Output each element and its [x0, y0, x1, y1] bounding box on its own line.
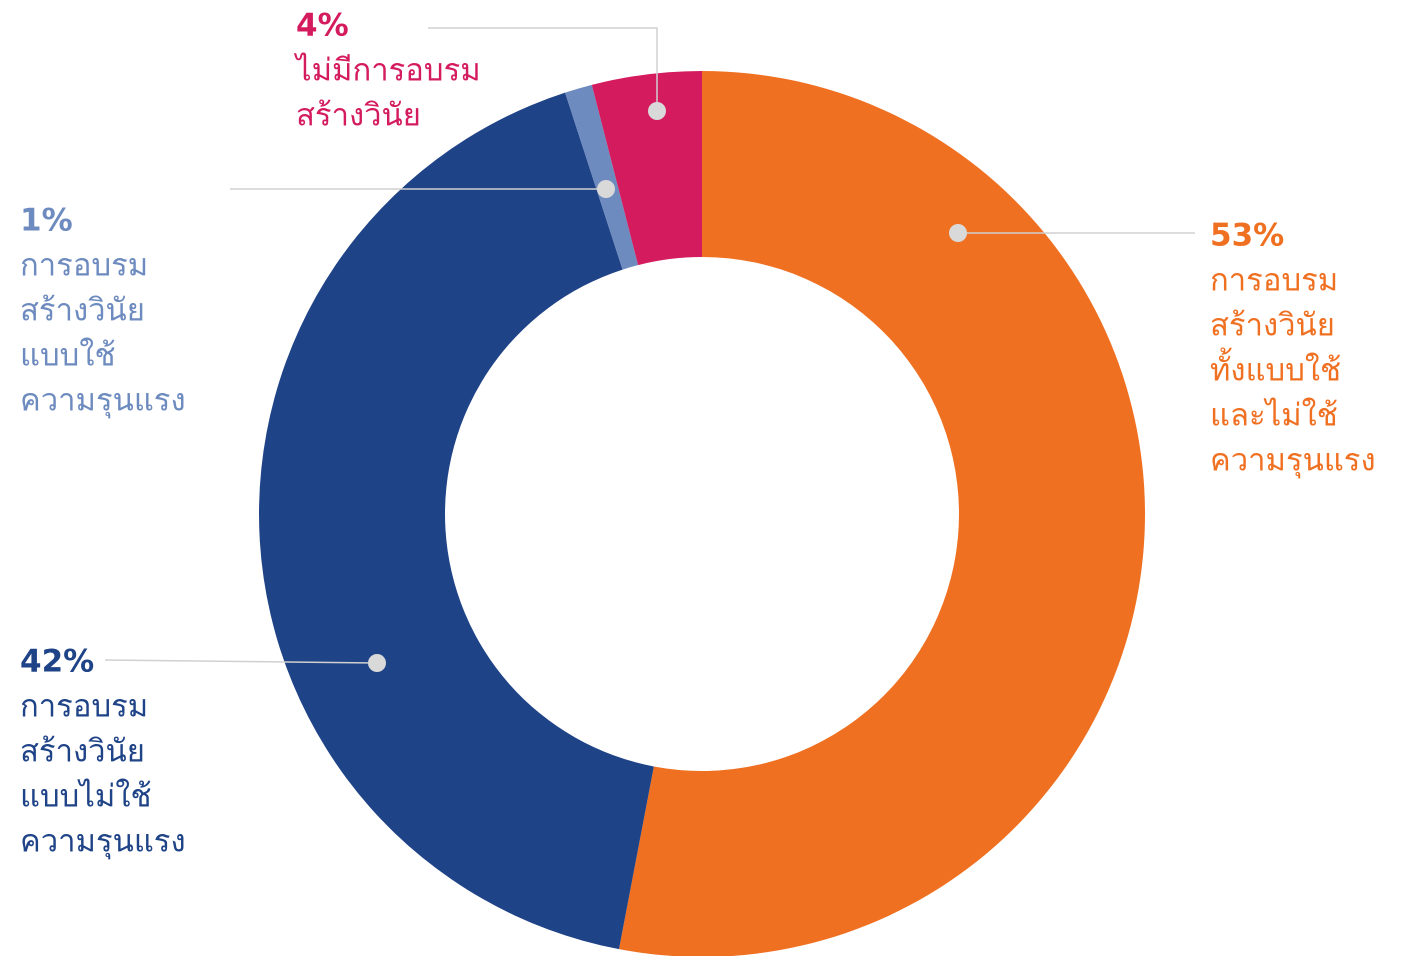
leader-line: [428, 27, 658, 111]
category-label: สร้างวินัย: [1210, 308, 1335, 344]
category-label: ทั้งแบบใช้: [1210, 348, 1341, 389]
category-label: การอบรม: [1210, 263, 1338, 299]
category-label: ความรุนแรง: [1210, 443, 1376, 480]
category-label: และไม่ใช้: [1210, 398, 1338, 434]
donut-segment: [618, 71, 1145, 956]
category-label: ความรุนแรง: [20, 824, 186, 861]
leader-dot: [949, 224, 967, 242]
donut-segment: [565, 84, 639, 270]
category-label: ไม่มีการอบรม: [293, 53, 481, 89]
value-label: 42%: [20, 644, 94, 680]
leader-dot: [368, 654, 386, 672]
leader-dot: [597, 180, 615, 198]
leader-dot: [648, 102, 666, 120]
category-label: การอบรม: [20, 689, 148, 725]
category-label: สร้างวินัย: [20, 293, 145, 329]
category-label: สร้างวินัย: [20, 734, 145, 770]
category-label: สร้างวินัย: [296, 98, 421, 134]
category-label: การอบรม: [20, 248, 148, 284]
leader-line: [104, 659, 378, 664]
category-label: แบบใช้: [20, 338, 116, 374]
value-label: 53%: [1210, 218, 1284, 254]
value-label: 1%: [20, 203, 73, 239]
donut-segment: [258, 92, 654, 950]
donut-segment: [591, 71, 702, 266]
category-label: แบบไม่ใช้: [20, 779, 152, 815]
value-label: 4%: [296, 8, 349, 44]
category-label: ความรุนแรง: [20, 383, 186, 420]
